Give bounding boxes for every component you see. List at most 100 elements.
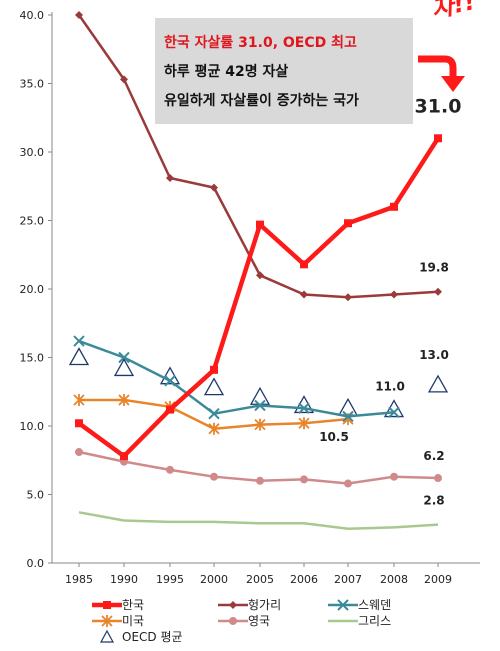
data-point <box>344 479 352 488</box>
data-point <box>75 11 83 19</box>
data-point <box>254 399 266 412</box>
data-point <box>68 347 90 366</box>
x-tick-label: 1985 <box>65 573 93 586</box>
data-point <box>427 374 449 393</box>
data-point <box>120 75 128 84</box>
data-point <box>434 134 442 143</box>
x-tick-label: 2009 <box>424 573 452 586</box>
data-point <box>256 220 264 229</box>
data-point <box>249 386 271 405</box>
legend-item-1: 한국 <box>92 598 144 612</box>
legend-item-4: 미국 <box>92 614 144 628</box>
legend-label: 미국 <box>122 614 144 628</box>
legend-item-2: 헝가리 <box>218 598 281 612</box>
data-point <box>73 393 85 406</box>
legend-item-3: 스웨덴 <box>328 598 391 612</box>
legend-label: OECD 평균 <box>122 630 183 644</box>
y-tick-label: 10.0 <box>20 420 45 433</box>
y-tick-label: 0.0 <box>27 557 45 570</box>
data-point <box>390 290 398 299</box>
data-point <box>203 377 225 396</box>
legend-swatch-marker <box>101 615 113 627</box>
data-point <box>344 293 352 302</box>
data-label: 13.0 <box>419 348 449 362</box>
data-point <box>300 290 308 299</box>
data-point <box>390 202 398 211</box>
data-label: 6.2 <box>423 449 444 463</box>
legend-swatch-marker <box>99 629 115 643</box>
data-point <box>388 406 400 419</box>
y-tick-label: 35.0 <box>20 78 45 91</box>
legend-item-6: 그리스 <box>328 614 391 628</box>
legend-swatch-marker <box>229 601 237 609</box>
data-label: 19.8 <box>419 261 449 275</box>
legend-label: 한국 <box>122 598 144 612</box>
series-3 <box>73 335 400 423</box>
legend-swatch-marker <box>229 617 237 625</box>
data-point <box>434 287 442 296</box>
data-point <box>164 375 176 387</box>
series-5 <box>75 448 442 488</box>
legend-item-5: 영국 <box>218 614 270 628</box>
data-point <box>208 407 220 420</box>
data-label: 31.0 <box>415 95 462 117</box>
callout-line: 유일하게 자살률이 증가하는 국가 <box>164 92 359 109</box>
data-point <box>256 271 264 280</box>
data-point <box>166 174 174 183</box>
data-point <box>256 476 264 485</box>
y-tick-label: 25.0 <box>20 215 45 228</box>
data-point <box>120 452 128 461</box>
series-line <box>77 137 440 459</box>
callout-line: 한국 자살률 31.0, OECD 최고 <box>164 34 357 51</box>
data-point <box>337 397 359 416</box>
y-tick-label: 5.0 <box>27 489 45 502</box>
data-point <box>208 422 220 435</box>
data-point <box>210 365 218 374</box>
data-label: 10.5 <box>319 430 349 444</box>
series-6 <box>78 511 439 530</box>
y-tick-label: 40.0 <box>20 9 45 22</box>
data-point <box>254 418 266 431</box>
x-tick-label: 2005 <box>246 573 274 586</box>
data-point <box>118 351 130 364</box>
callout-box <box>155 18 413 124</box>
series-1 <box>75 134 442 461</box>
data-point <box>118 393 130 406</box>
x-tick-label: 2007 <box>334 573 362 586</box>
corner-exclamation-text: 자!! <box>429 0 478 24</box>
data-point <box>73 335 85 347</box>
series-2 <box>75 11 442 302</box>
x-tick-label: 1995 <box>156 573 184 586</box>
x-tick-label: 2000 <box>200 573 228 586</box>
x-tick-label: 1990 <box>110 573 138 586</box>
data-point <box>75 448 83 457</box>
data-point <box>210 183 218 192</box>
data-point <box>166 405 174 414</box>
legend-swatch-marker <box>337 599 349 611</box>
legend-label: 그리스 <box>358 614 391 628</box>
legend-swatch-marker <box>103 601 111 609</box>
data-point <box>166 465 174 474</box>
data-point <box>342 410 354 423</box>
y-tick-label: 30.0 <box>20 146 45 159</box>
x-tick-label: 2008 <box>380 573 408 586</box>
data-label: 2.8 <box>423 494 444 508</box>
callout-arrow-shaft <box>418 55 457 78</box>
data-point <box>300 475 308 484</box>
data-point <box>300 260 308 269</box>
legend-label: 영국 <box>248 614 270 628</box>
data-point <box>298 417 310 430</box>
series-line <box>78 339 395 418</box>
y-tick-label: 20.0 <box>20 283 45 296</box>
callout-line: 하루 평균 42명 자살 <box>164 63 288 80</box>
legend-item-7: OECD 평균 <box>99 629 183 644</box>
data-point <box>75 419 83 428</box>
callout-arrow-head <box>441 76 465 92</box>
data-point <box>434 474 442 483</box>
data-point <box>390 472 398 481</box>
y-tick-label: 15.0 <box>20 352 45 365</box>
legend-label: 헝가리 <box>248 598 281 612</box>
data-point <box>298 402 310 414</box>
x-tick-label: 2006 <box>290 573 318 586</box>
